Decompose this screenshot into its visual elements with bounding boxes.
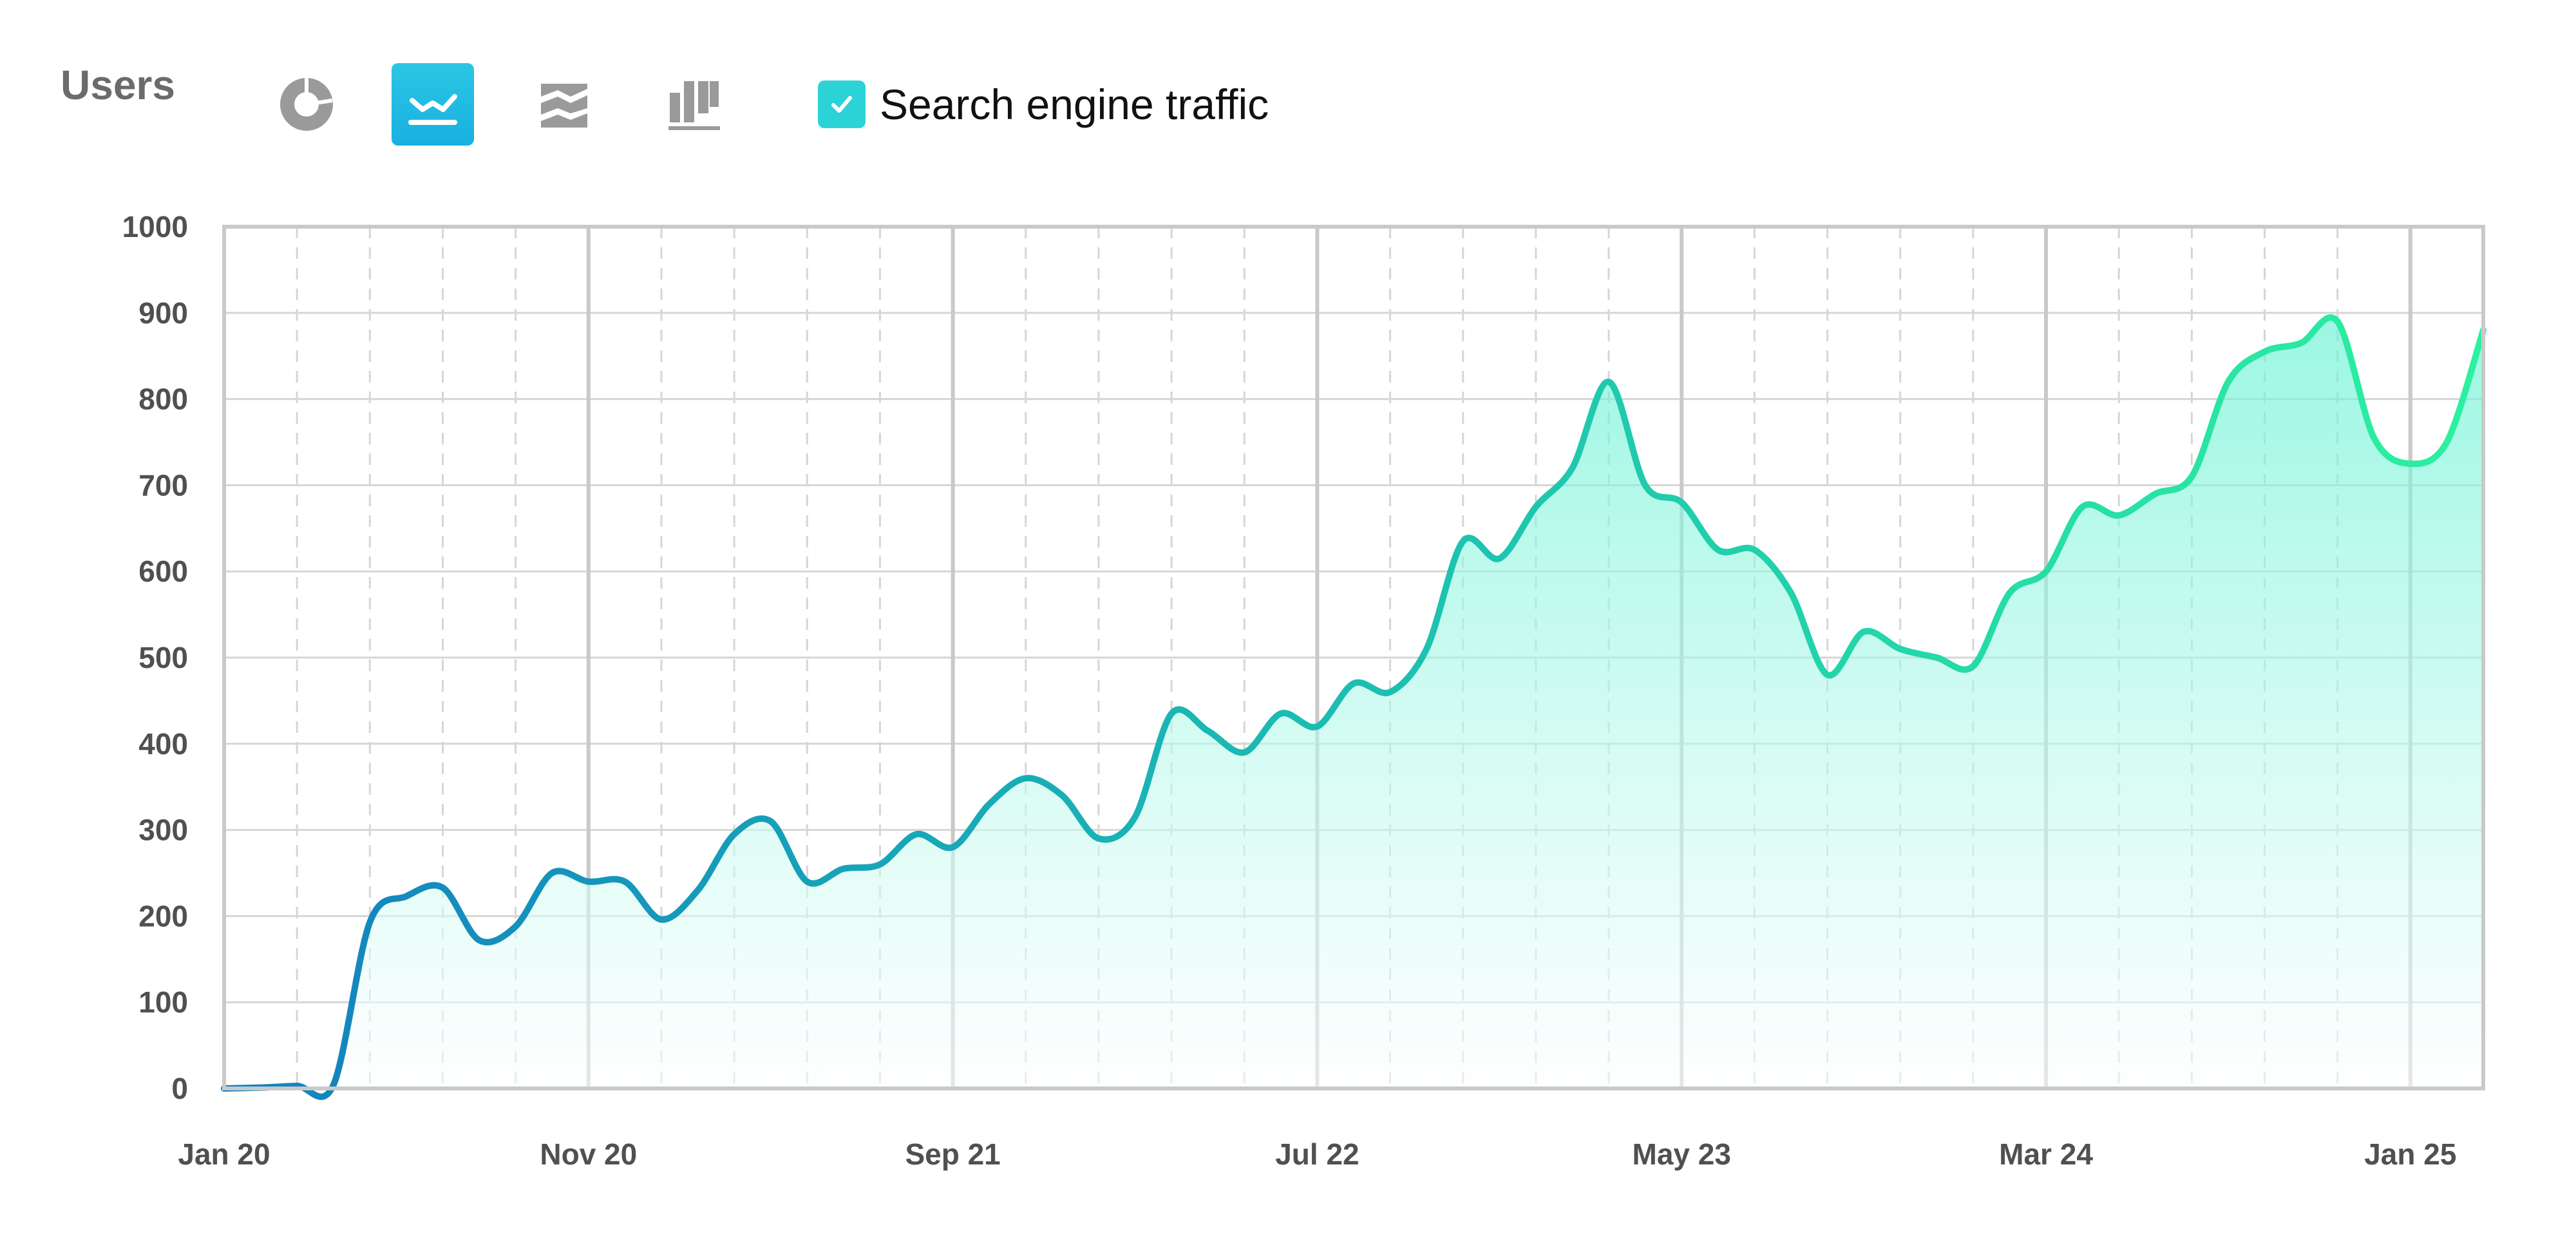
y-tick-label: 800 — [138, 383, 188, 416]
line-chart-icon — [408, 94, 457, 125]
y-tick-label: 1000 — [122, 210, 188, 243]
chart-title: Users — [61, 62, 175, 108]
bar-chart-icon — [668, 81, 720, 130]
x-tick-label: Jan 20 — [178, 1137, 270, 1171]
pie-view-button[interactable] — [265, 63, 348, 146]
stacked-area-view-button[interactable] — [523, 63, 605, 146]
series-area-fill — [224, 317, 2483, 1097]
y-tick-label: 0 — [171, 1072, 188, 1105]
series-area — [221, 314, 2486, 1100]
y-tick-label: 200 — [138, 899, 188, 933]
y-tick-label: 500 — [138, 641, 188, 674]
x-tick-label: Nov 20 — [540, 1137, 637, 1171]
y-axis-ticks: 0 100 200 300 400 500 600 700 800 900 1000 — [122, 210, 188, 1105]
x-tick-label: Mar 24 — [1999, 1137, 2093, 1171]
y-tick-label: 600 — [138, 555, 188, 588]
y-tick-label: 100 — [138, 985, 188, 1019]
bar-view-button[interactable] — [653, 63, 735, 146]
legend-label: Search engine traffic — [880, 81, 1269, 128]
y-tick-label: 900 — [138, 296, 188, 330]
x-tick-label: Sep 21 — [905, 1137, 1000, 1171]
y-tick-label: 300 — [138, 813, 188, 847]
series-legend-toggle[interactable]: Search engine traffic — [818, 80, 1269, 129]
chart-toolbar: Users — [0, 0, 2576, 167]
y-tick-label: 700 — [138, 468, 188, 502]
line-view-button[interactable] — [392, 63, 474, 146]
checkmark-icon — [831, 96, 852, 113]
x-axis-ticks: Jan 20 Nov 20 Sep 21 Jul 22 May 23 Mar 24 Jan … — [178, 1137, 2456, 1171]
series-line — [221, 314, 2486, 1100]
y-tick-label: 400 — [138, 727, 188, 761]
pie-chart-icon — [280, 77, 333, 131]
x-tick-label: Jan 25 — [2364, 1137, 2456, 1171]
stacked-area-icon — [541, 84, 587, 128]
plot-border — [222, 225, 2485, 1090]
x-tick-label: Jul 22 — [1275, 1137, 1359, 1171]
series-checkbox[interactable] — [818, 81, 866, 128]
plot-frame — [222, 225, 2485, 1090]
x-tick-label: May 23 — [1633, 1137, 1731, 1171]
